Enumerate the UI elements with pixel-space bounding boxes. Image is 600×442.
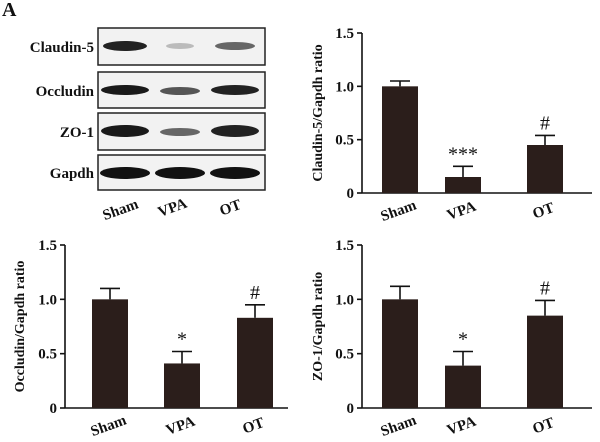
significance-label: *** bbox=[448, 143, 478, 165]
band bbox=[101, 85, 149, 95]
band bbox=[166, 43, 194, 49]
blot-row-label: Gapdh bbox=[50, 166, 95, 182]
bar bbox=[527, 315, 563, 408]
band bbox=[211, 85, 259, 95]
band bbox=[160, 128, 200, 136]
y-tick-label: 1.5 bbox=[335, 26, 354, 42]
x-tick-label: Sham bbox=[379, 197, 419, 225]
bar bbox=[527, 145, 563, 193]
y-axis-label: Claudin-5/Gapdh ratio bbox=[311, 44, 326, 181]
blot-row-label: Claudin-5 bbox=[30, 40, 94, 56]
band bbox=[100, 167, 150, 179]
x-tick-label: OT bbox=[241, 415, 267, 437]
y-tick-label: 0.5 bbox=[38, 347, 57, 363]
y-tick-label: 1.5 bbox=[335, 238, 354, 254]
y-tick-label: 1.0 bbox=[335, 292, 354, 308]
band bbox=[210, 167, 260, 179]
blot-row-label: ZO-1 bbox=[60, 125, 94, 141]
band bbox=[103, 41, 147, 51]
y-axis-label: Occludin/Gapdh ratio bbox=[13, 261, 28, 393]
band bbox=[155, 167, 205, 179]
blot: Claudin-5 Occludin ZO-1 Gapdh Sham VPA O… bbox=[30, 27, 266, 224]
y-axis-label: ZO-1/Gapdh ratio bbox=[311, 272, 326, 381]
significance-label: * bbox=[177, 328, 187, 350]
bar bbox=[237, 317, 273, 408]
y-tick-label: 0 bbox=[347, 401, 355, 417]
significance-label: # bbox=[250, 282, 260, 304]
significance-label: # bbox=[540, 112, 550, 134]
bar bbox=[445, 365, 481, 408]
y-tick-label: 0.5 bbox=[335, 347, 354, 363]
bar bbox=[164, 363, 200, 408]
blot-lane-label: OT bbox=[218, 197, 244, 219]
bar bbox=[382, 299, 418, 408]
x-tick-label: VPA bbox=[445, 199, 479, 224]
blot-row-label: Occludin bbox=[36, 84, 95, 100]
y-tick-label: 1.5 bbox=[38, 238, 57, 254]
significance-label: * bbox=[458, 328, 468, 350]
y-tick-label: 1.0 bbox=[335, 79, 354, 95]
y-tick-label: 0 bbox=[347, 186, 355, 202]
y-tick-label: 1.0 bbox=[38, 292, 57, 308]
panel-label: A bbox=[2, 0, 17, 21]
x-tick-label: Sham bbox=[89, 412, 129, 440]
bar bbox=[92, 299, 128, 408]
y-tick-label: 0 bbox=[50, 401, 58, 417]
x-tick-label: Sham bbox=[379, 412, 419, 440]
band bbox=[215, 42, 255, 50]
x-tick-label: VPA bbox=[164, 414, 198, 439]
significance-label: # bbox=[540, 277, 550, 299]
x-tick-label: OT bbox=[531, 415, 557, 437]
blot-lane-label: Sham bbox=[101, 196, 141, 224]
x-tick-label: OT bbox=[531, 200, 557, 222]
bar bbox=[382, 86, 418, 193]
x-tick-label: VPA bbox=[445, 414, 479, 439]
blot-lane-label: VPA bbox=[156, 196, 190, 221]
band bbox=[160, 87, 200, 95]
band bbox=[101, 125, 149, 137]
band bbox=[211, 125, 259, 137]
y-tick-label: 0.5 bbox=[335, 133, 354, 149]
bar bbox=[445, 177, 481, 193]
